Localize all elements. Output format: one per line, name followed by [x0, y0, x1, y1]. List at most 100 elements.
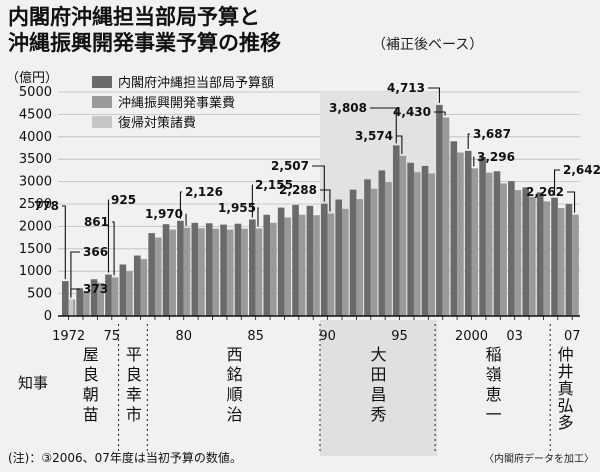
- bar-budget-1992: [349, 189, 357, 316]
- bar-development-2006: [557, 208, 565, 316]
- legend-label-0: 内閣府沖縄担当部局予算額: [118, 75, 274, 91]
- bar-budget-1993: [364, 179, 371, 316]
- bar-development-1990: [327, 213, 335, 316]
- y-tick-label-500: 500: [27, 287, 52, 302]
- data-label-1998-1: 4,430: [393, 105, 431, 119]
- bar-budget-1997: [421, 165, 429, 316]
- bar-budget-1994: [378, 170, 386, 316]
- data-label-1980-1: 1,970: [145, 207, 183, 221]
- governor-name-3: 大田昌秀: [371, 345, 387, 424]
- bar-development-1978: [154, 237, 162, 316]
- axes: 1972 75 80 85 90 95 2000 03 07: [52, 315, 581, 344]
- bar-budget-1999: [450, 141, 458, 316]
- data-label-1995-1: 3,574: [355, 129, 393, 143]
- bar-development-1991: [342, 208, 349, 316]
- data-label-1975-0: 925: [111, 193, 136, 207]
- governor-name-4: 稲嶺恵一: [486, 345, 502, 424]
- callout-line-4: [112, 221, 115, 276]
- footnote: (注)：③2006、07年度は当初予算の数値。: [8, 450, 242, 465]
- chart-title-line2: 沖縄振興開発事業予算の推移: [8, 31, 281, 55]
- x-tick-label-80: 80: [175, 329, 192, 344]
- bar-budget-1995: [392, 145, 400, 316]
- bar-development-2003: [514, 190, 522, 316]
- callout-line-14: [434, 111, 446, 116]
- bar-budget-2001: [479, 156, 486, 316]
- bar-development-1987: [284, 217, 292, 316]
- callout-line-8: [257, 207, 259, 227]
- governor-row: 屋良朝苗 平良幸市 西銘順治 大田昌秀 稲嶺恵一 仲井真弘多: [83, 324, 574, 454]
- data-label-1998-0: 4,713: [387, 81, 425, 95]
- bar-budget-1972: [62, 281, 69, 316]
- bar-development-1983: [226, 229, 234, 316]
- bar-development-1984: [241, 228, 248, 316]
- bar-development-1989: [313, 215, 320, 316]
- bar-development-2001: [485, 172, 493, 316]
- bar-development-1996: [413, 172, 421, 316]
- x-tick-label-1972: 1972: [52, 329, 85, 344]
- bar-reversion-1972: [68, 299, 74, 316]
- governor-name-1: 平良幸市: [126, 345, 142, 424]
- bar-budget-2006: [551, 197, 558, 316]
- x-tick-label-75: 75: [104, 329, 121, 344]
- bar-development-2004: [529, 196, 536, 316]
- callout-line-10: [320, 189, 331, 212]
- bar-budget-1974: [90, 279, 98, 316]
- bar-budget-2003: [508, 181, 515, 316]
- source-credit: 〈内閣府データを加工〉: [484, 452, 594, 465]
- bar-development-2005: [543, 201, 551, 316]
- bar-budget-1990: [321, 203, 328, 316]
- callout-line-13: [428, 87, 440, 103]
- bar-budget-1996: [407, 162, 414, 316]
- x-tick-label-07: 07: [564, 329, 581, 344]
- bar-development-1975: [111, 277, 119, 316]
- callout-line-5: [179, 191, 182, 219]
- y-tick-label-3500: 3500: [19, 152, 52, 167]
- legend-label-2: 復帰対策諸費: [118, 115, 196, 131]
- bar-development-2002: [500, 183, 507, 316]
- bar-budget-1989: [306, 205, 314, 316]
- callout-line-2: [70, 251, 80, 298]
- callout-line-11: [370, 107, 397, 144]
- bar-development-1999: [457, 152, 464, 316]
- bar-development-1998: [442, 117, 450, 316]
- bar-budget-1979: [162, 224, 170, 316]
- bar-budget-1977: [133, 255, 141, 316]
- legend-swatch-1: [92, 96, 112, 108]
- bar-budget-2004: [522, 187, 530, 316]
- bar-budget-2000: [464, 150, 472, 316]
- bar-budget-1973: [76, 288, 84, 316]
- bar-development-1981: [198, 228, 205, 316]
- governor-name-0: 屋良朝苗: [83, 345, 99, 424]
- y-tick-label-0: 0: [44, 309, 52, 324]
- bar-development-1992: [356, 199, 364, 316]
- bar-development-1994: [385, 182, 392, 316]
- y-tick-label-1000: 1000: [19, 264, 52, 279]
- data-label-1972-0: 778: [34, 199, 59, 213]
- gridlines: 0 500 1000 1500 2000 2500 3000 3500 4000 4500 5000: [19, 85, 580, 324]
- chart-subtitle: （補正後ベース）: [372, 37, 483, 53]
- y-tick-label-5000: 5000: [19, 85, 52, 100]
- data-label-1985-0: 2,155: [255, 178, 293, 192]
- bar-budget-1981: [191, 222, 199, 316]
- callout-line-12: [396, 135, 403, 154]
- data-label-1995-0: 3,808: [329, 101, 367, 115]
- bar-development-1973: [83, 292, 90, 316]
- data-label-1990-1: 2,288: [279, 183, 317, 197]
- bar-budget-1983: [220, 224, 227, 316]
- governor-label: 知事: [18, 374, 48, 392]
- bar-development-1985: [255, 228, 263, 316]
- bar-budget-1998: [436, 104, 443, 316]
- data-label-1980-0: 2,126: [185, 185, 223, 199]
- data-label-2000-1: 3,296: [477, 150, 515, 164]
- bar-development-1980: [183, 227, 191, 316]
- bar-budget-2007: [565, 204, 573, 316]
- bar-development-1995: [399, 155, 407, 316]
- y-tick-label-2000: 2000: [19, 219, 52, 234]
- bar-budget-1976: [119, 264, 127, 316]
- x-tick-label-85: 85: [247, 329, 264, 344]
- bar-development-2000: [471, 168, 479, 316]
- bar-budget-1987: [277, 207, 285, 316]
- bar-budget-2002: [493, 171, 501, 316]
- data-label-2000-0: 3,687: [473, 127, 511, 141]
